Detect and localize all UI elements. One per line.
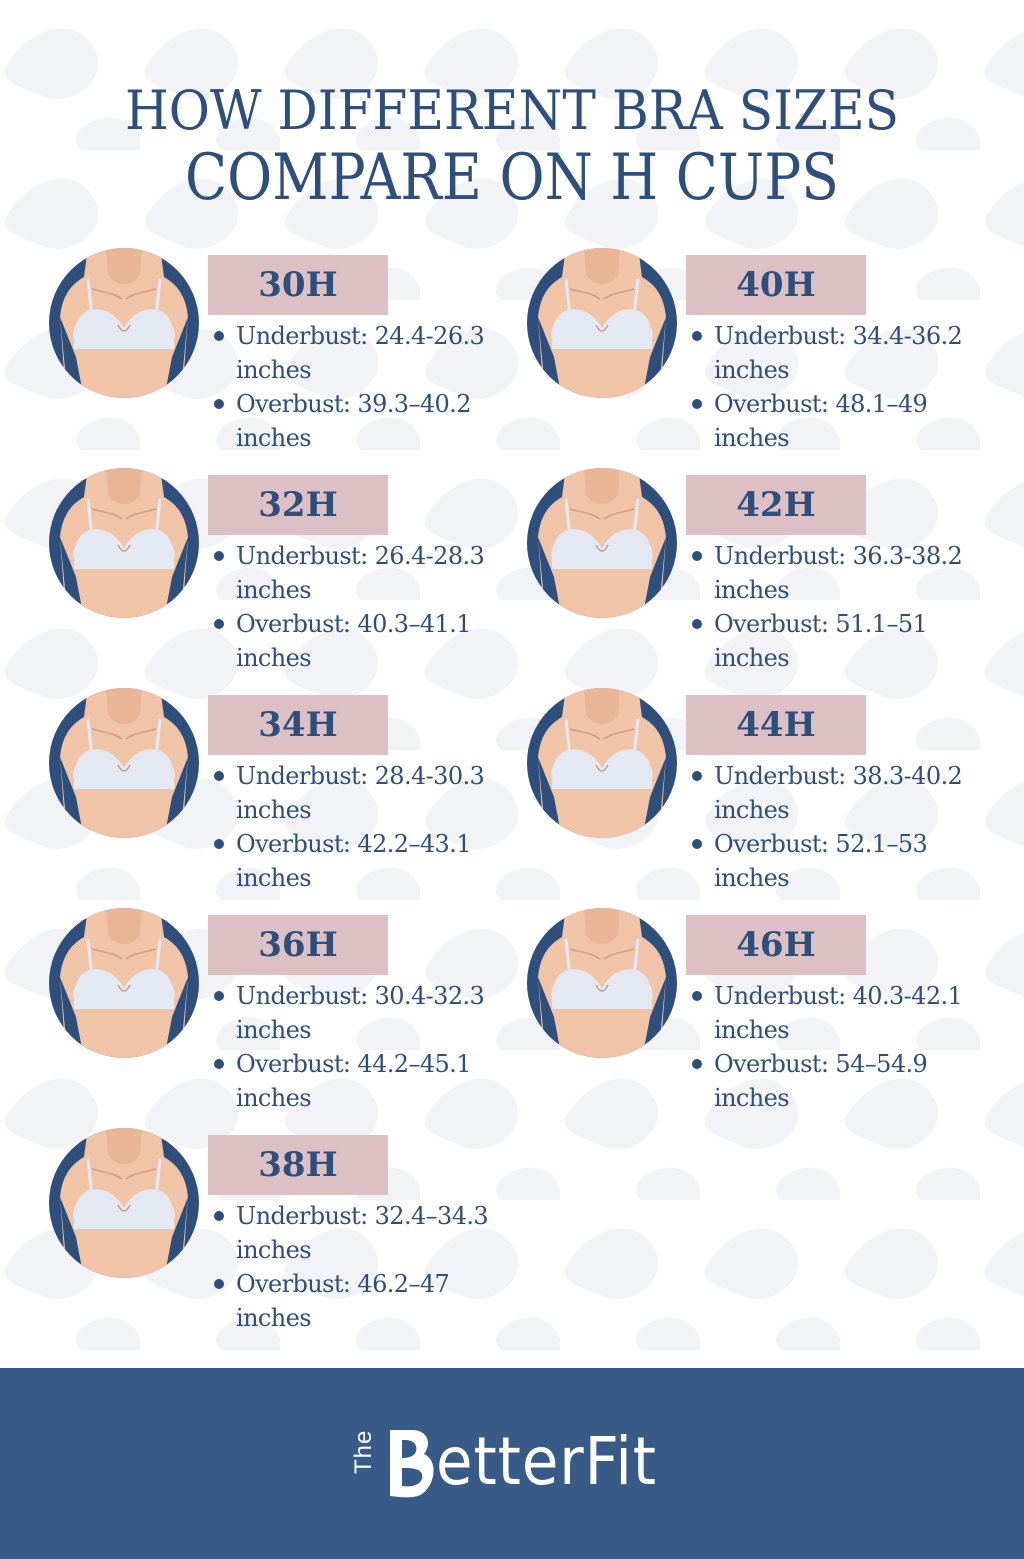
underbust-item: Underbust: 30.4-32.3 inches bbox=[208, 979, 518, 1047]
bust-illustration-icon bbox=[48, 907, 200, 1059]
underbust-item: Underbust: 38.3-40.2 inches bbox=[686, 759, 996, 827]
measurement-list: Underbust: 36.3-38.2 inches Overbust: 51… bbox=[686, 539, 996, 675]
overbust-item: Overbust: 52.1–53 inches bbox=[686, 827, 996, 895]
underbust-item: Underbust: 28.4-30.3 inches bbox=[208, 759, 518, 827]
bust-illustration-icon bbox=[526, 467, 678, 619]
measurement-list: Underbust: 28.4-30.3 inches Overbust: 42… bbox=[208, 759, 518, 895]
measurement-list: Underbust: 38.3-40.2 inches Overbust: 52… bbox=[686, 759, 996, 895]
size-card-30h: 30H Underbust: 24.4-26.3 inches Overbust… bbox=[48, 247, 518, 457]
background-pattern bbox=[0, 0, 1024, 1368]
size-card-40h: 40H Underbust: 34.4-36.2 inches Overbust… bbox=[526, 247, 996, 457]
size-card-42h: 42H Underbust: 36.3-38.2 inches Overbust… bbox=[526, 467, 996, 677]
size-badge: 40H bbox=[686, 255, 866, 315]
footer-banner: The etterFit bbox=[0, 1368, 1024, 1559]
size-badge: 36H bbox=[208, 915, 388, 975]
size-badge: 42H bbox=[686, 475, 866, 535]
overbust-item: Overbust: 48.1–49 inches bbox=[686, 387, 996, 455]
size-card-46h: 46H Underbust: 40.3-42.1 inches Overbust… bbox=[526, 907, 996, 1117]
page-title: HOW DIFFERENT BRA SIZES COMPARE ON H CUP… bbox=[0, 79, 1024, 215]
measurement-list: Underbust: 34.4-36.2 inches Overbust: 48… bbox=[686, 319, 996, 455]
overbust-item: Overbust: 44.2–45.1 inches bbox=[208, 1047, 518, 1115]
size-badge: 46H bbox=[686, 915, 866, 975]
size-badge: 38H bbox=[208, 1135, 388, 1195]
logo-b-icon bbox=[390, 1430, 434, 1498]
size-card-38h: 38H Underbust: 32.4–34.3 inches Overbust… bbox=[48, 1127, 518, 1337]
size-card-36h: 36H Underbust: 30.4-32.3 inches Overbust… bbox=[48, 907, 518, 1117]
underbust-item: Underbust: 40.3-42.1 inches bbox=[686, 979, 996, 1047]
overbust-item: Overbust: 46.2–47 inches bbox=[208, 1267, 518, 1335]
underbust-item: Underbust: 34.4-36.2 inches bbox=[686, 319, 996, 387]
size-card-34h: 34H Underbust: 28.4-30.3 inches Overbust… bbox=[48, 687, 518, 897]
underbust-item: Underbust: 32.4–34.3 inches bbox=[208, 1199, 518, 1267]
underbust-item: Underbust: 36.3-38.2 inches bbox=[686, 539, 996, 607]
size-badge: 32H bbox=[208, 475, 388, 535]
overbust-item: Overbust: 51.1–51 inches bbox=[686, 607, 996, 675]
overbust-item: Overbust: 42.2–43.1 inches bbox=[208, 827, 518, 895]
logo-wordmark: etterFit bbox=[436, 1423, 657, 1500]
measurement-list: Underbust: 30.4-32.3 inches Overbust: 44… bbox=[208, 979, 518, 1115]
title-line-2: COMPARE ON H CUPS bbox=[185, 141, 839, 215]
brand-logo[interactable]: The etterFit bbox=[350, 1412, 682, 1512]
bust-illustration-icon bbox=[48, 247, 200, 399]
overbust-item: Overbust: 54–54.9 inches bbox=[686, 1047, 996, 1115]
bust-illustration-icon bbox=[526, 247, 678, 399]
bust-illustration-icon bbox=[48, 1127, 200, 1279]
title-line-1: HOW DIFFERENT BRA SIZES bbox=[124, 79, 900, 142]
size-card-32h: 32H Underbust: 26.4-28.3 inches Overbust… bbox=[48, 467, 518, 677]
measurement-list: Underbust: 40.3-42.1 inches Overbust: 54… bbox=[686, 979, 996, 1115]
size-badge: 34H bbox=[208, 695, 388, 755]
bust-illustration-icon bbox=[526, 907, 678, 1059]
size-badge: 30H bbox=[208, 255, 388, 315]
underbust-item: Underbust: 26.4-28.3 inches bbox=[208, 539, 518, 607]
logo-prefix: The bbox=[350, 1429, 377, 1474]
bust-illustration-icon bbox=[48, 467, 200, 619]
measurement-list: Underbust: 24.4-26.3 inches Overbust: 39… bbox=[208, 319, 518, 455]
bust-illustration-icon bbox=[48, 687, 200, 839]
underbust-item: Underbust: 24.4-26.3 inches bbox=[208, 319, 518, 387]
measurement-list: Underbust: 32.4–34.3 inches Overbust: 46… bbox=[208, 1199, 518, 1335]
bust-illustration-icon bbox=[526, 687, 678, 839]
size-badge: 44H bbox=[686, 695, 866, 755]
overbust-item: Overbust: 39.3–40.2 inches bbox=[208, 387, 518, 455]
measurement-list: Underbust: 26.4-28.3 inches Overbust: 40… bbox=[208, 539, 518, 675]
overbust-item: Overbust: 40.3–41.1 inches bbox=[208, 607, 518, 675]
size-card-44h: 44H Underbust: 38.3-40.2 inches Overbust… bbox=[526, 687, 996, 897]
